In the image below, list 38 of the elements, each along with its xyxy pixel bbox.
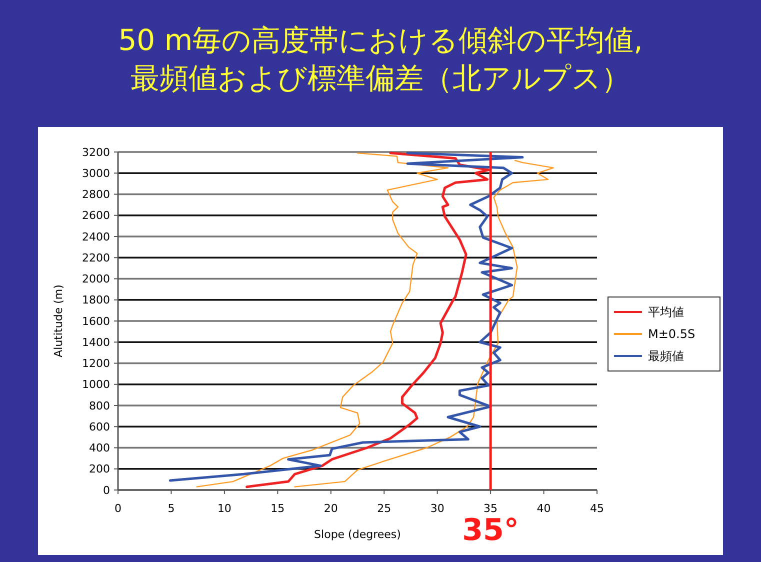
line-series [294, 160, 554, 488]
y-tick-label: 200 [89, 462, 110, 476]
chart-title: 50 m毎の高度帯における傾斜の平均値, 最頻値および標準偏差（北アルプス） [118, 23, 643, 95]
x-axis-title: Slope (degrees) [314, 528, 401, 541]
x-tick-label: 5 [168, 502, 175, 515]
line-series [168, 152, 524, 482]
x-tick-label: 45 [590, 502, 604, 515]
x-tick-label: 35 [484, 502, 498, 515]
legend-label: M±0.5S [648, 327, 696, 342]
y-tick-label: 400 [89, 442, 110, 455]
y-tick-label: 2000 [82, 272, 110, 286]
x-tick-label: 25 [377, 502, 392, 515]
y-tick-label: 1800 [82, 294, 110, 307]
y-tick-label: 800 [89, 399, 110, 412]
x-tick-label: 20 [324, 502, 338, 515]
y-tick-label: 1200 [82, 357, 110, 370]
y-tick-label: 1600 [82, 314, 110, 328]
y-tick-label: 3000 [82, 166, 110, 180]
ref-line-label: 35° [462, 513, 519, 548]
x-tick-label: 0 [114, 502, 122, 515]
y-tick-label: 0 [103, 484, 110, 497]
x-tick-label: 15 [270, 502, 285, 515]
y-tick-label: 600 [89, 420, 110, 434]
line-series [196, 152, 449, 488]
y-tick-label: 2400 [82, 230, 110, 244]
x-tick-label: 40 [536, 502, 551, 515]
y-tick-label: 2800 [82, 188, 110, 202]
x-tick-label: 10 [217, 502, 232, 515]
y-axis-title: Alutitude (m) [52, 284, 65, 358]
legend-label: 最頻値 [648, 349, 684, 364]
line-series [246, 152, 490, 488]
x-tick-label: 30 [430, 502, 444, 515]
legend-label: 平均値 [648, 305, 684, 320]
y-tick-label: 1000 [82, 378, 110, 392]
y-tick-label: 2600 [82, 209, 110, 222]
y-tick-label: 1400 [82, 336, 110, 349]
y-tick-label: 2200 [82, 251, 110, 264]
y-tick-label: 3200 [82, 146, 110, 159]
